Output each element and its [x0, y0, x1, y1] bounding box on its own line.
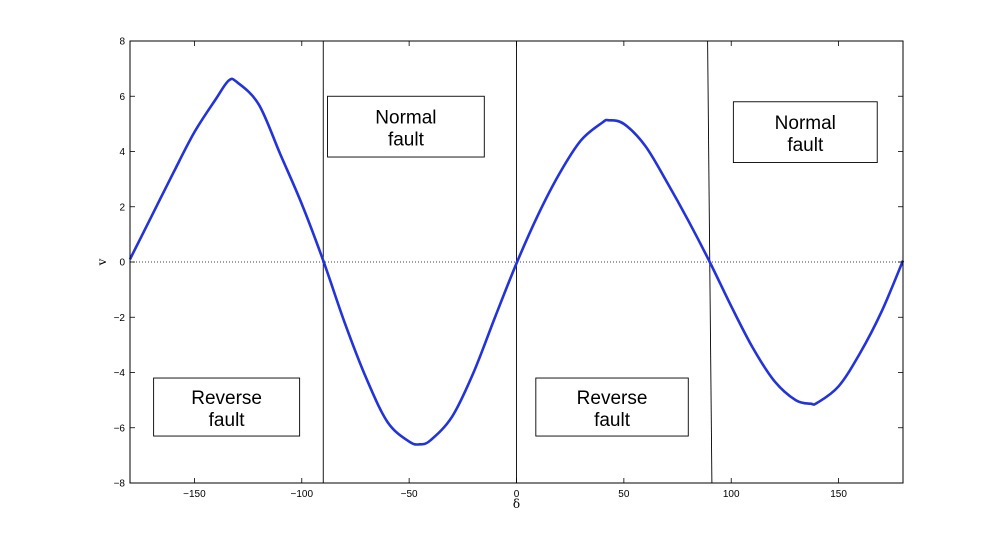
x-tick-label: 50	[618, 489, 630, 500]
x-axis-label: δ	[513, 497, 520, 511]
y-tick-label: −2	[114, 313, 126, 324]
annotation-line-1: Normal	[375, 108, 436, 129]
annotation-box-border	[153, 377, 301, 437]
annotation-line-2: fault	[209, 410, 246, 431]
x-tick-label: 150	[830, 489, 847, 500]
annotation-line-1: Normal	[775, 113, 836, 134]
y-axis-label: v	[95, 258, 109, 266]
chart-marks	[128, 40, 905, 484]
annotation-box-border	[327, 95, 485, 158]
annotation-box-border	[535, 377, 689, 437]
annotation-box-border	[732, 101, 878, 164]
x-tick-label: 100	[723, 489, 740, 500]
axis-ticks: −150 −100 −50 0 50 100 150 −8 −6 −4 −2 0 2 4 6 8	[114, 37, 903, 500]
x-tick-label: −50	[401, 489, 418, 500]
x-tick-label: −100	[291, 489, 314, 500]
annotation-line-2: fault	[787, 135, 824, 156]
y-tick-label: 0	[119, 258, 125, 269]
y-tick-label: −8	[114, 479, 126, 490]
x-tick-label: −150	[183, 489, 206, 500]
y-tick-label: 6	[119, 92, 125, 103]
annotation-line-1: Reverse	[577, 388, 648, 409]
annotation-line-1: Reverse	[191, 388, 262, 409]
series-line-1	[128, 77, 905, 446]
annotation-line-2: fault	[388, 130, 425, 151]
y-tick-label: 4	[119, 147, 125, 158]
x-tick-label: 0	[514, 489, 520, 500]
annotation-line-2: fault	[594, 410, 631, 431]
y-tick-label: −4	[114, 368, 126, 379]
y-tick-label: 8	[119, 37, 125, 48]
y-tick-label: −6	[114, 423, 126, 434]
y-tick-label: 2	[119, 202, 125, 213]
annotation-boxes: NormalfaultNormalfaultReversefaultRevers…	[153, 95, 878, 437]
